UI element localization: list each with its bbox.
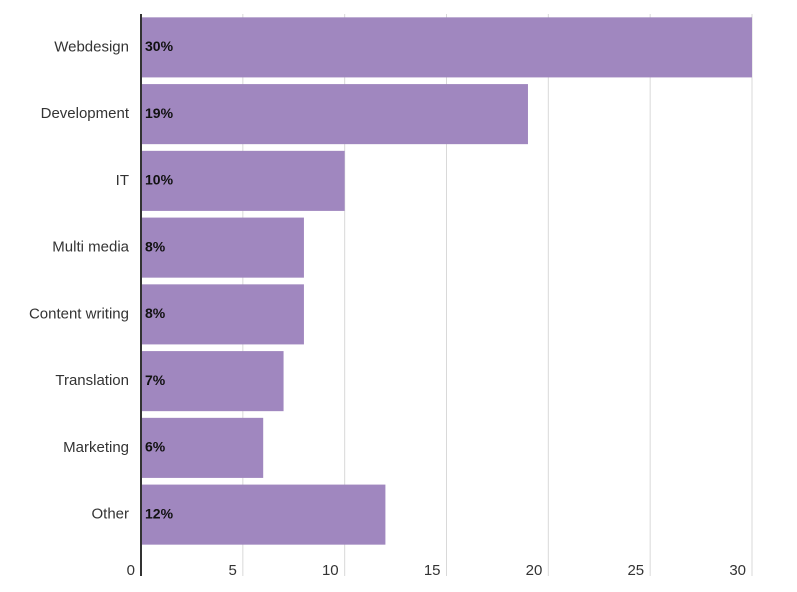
- x-tick-10: 10: [322, 562, 339, 579]
- data-label-multi-media: 8%: [145, 238, 166, 254]
- x-tick-labels: 0 5 10 15 20 25 30: [127, 562, 746, 579]
- bar-multi-media: [141, 217, 304, 278]
- x-tick-15: 15: [424, 562, 441, 579]
- x-tick-20: 20: [526, 562, 543, 579]
- category-label-it: IT: [116, 172, 129, 189]
- data-label-content-writing: 8%: [145, 305, 166, 321]
- bar-it: [141, 150, 345, 211]
- data-label-marketing: 6%: [145, 439, 166, 455]
- category-label-other: Other: [91, 506, 129, 523]
- category-label-translation: Translation: [55, 372, 129, 389]
- category-label-marketing: Marketing: [63, 439, 129, 456]
- data-labels: 30% 19% 10% 8% 8% 7% 6% 12%: [145, 38, 174, 521]
- bar-marketing: [141, 417, 264, 478]
- data-label-webdesign: 30%: [145, 38, 174, 54]
- data-label-translation: 7%: [145, 372, 166, 388]
- category-label-content-writing: Content writing: [29, 305, 129, 322]
- bar-translation: [141, 351, 284, 412]
- bar-development: [141, 84, 528, 145]
- bar-webdesign: [141, 17, 752, 78]
- x-tick-5: 5: [228, 562, 236, 579]
- data-label-it: 10%: [145, 172, 174, 188]
- category-labels: Webdesign Development IT Multi media Content…: [29, 38, 130, 522]
- x-tick-25: 25: [627, 562, 644, 579]
- category-label-webdesign: Webdesign: [54, 38, 129, 55]
- data-label-development: 19%: [145, 105, 174, 121]
- bar-content-writing: [141, 284, 304, 345]
- category-label-development: Development: [41, 105, 130, 122]
- data-label-other: 12%: [145, 505, 174, 521]
- category-label-multi-media: Multi media: [52, 239, 129, 256]
- x-tick-0: 0: [127, 562, 135, 579]
- bars: [141, 17, 752, 545]
- bar-other: [141, 484, 386, 545]
- x-tick-30: 30: [729, 562, 746, 579]
